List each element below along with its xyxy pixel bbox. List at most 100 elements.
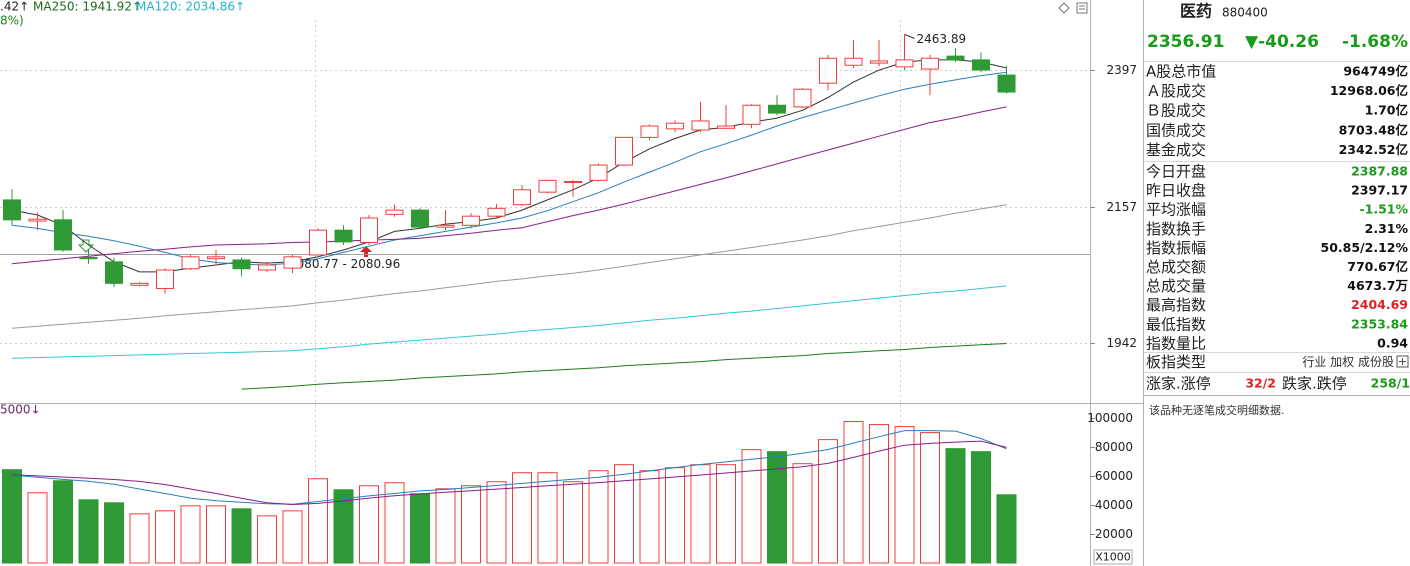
candle-body	[385, 209, 404, 215]
volume-bar	[843, 421, 864, 564]
stat-label: 总成交量	[1146, 277, 1206, 295]
note: 该品种无逐笔成交明细数据.	[1149, 403, 1285, 417]
candle-body	[283, 256, 302, 269]
instrument-name: 医药	[1180, 2, 1212, 21]
volume-bar	[920, 432, 940, 564]
volume-bar	[435, 488, 456, 564]
stat-label: 最高指数	[1146, 296, 1206, 314]
stat-label: 平均涨幅	[1146, 201, 1206, 219]
candle-body	[793, 88, 812, 108]
candle-body	[666, 122, 684, 130]
candle-body	[538, 179, 557, 193]
candle-body	[487, 207, 506, 217]
volume-bar	[78, 499, 99, 564]
y-tick-label: 60000	[1095, 469, 1133, 483]
volume-bar	[869, 424, 889, 564]
volume-bar	[588, 470, 609, 564]
legend-text: 8%)	[0, 14, 24, 28]
volume-bar	[512, 472, 532, 564]
candle-body	[819, 57, 837, 84]
candle-body	[564, 180, 582, 183]
volume-bar	[716, 464, 736, 564]
volume-bar	[741, 449, 762, 564]
y-tick-label: 1942	[1106, 336, 1137, 350]
candle-body	[844, 57, 863, 66]
stat-label: Ａ股成交	[1146, 82, 1206, 100]
candle-body	[946, 55, 965, 61]
volume-bar	[767, 451, 787, 564]
volume-bar	[894, 426, 915, 564]
candle-body	[105, 261, 123, 284]
price: 2356.91	[1147, 32, 1224, 52]
volume-bar	[180, 505, 201, 564]
stat-label: Ｂ股成交	[1146, 102, 1206, 120]
volume-bar	[2, 469, 22, 564]
moving-average-line	[11, 106, 1007, 265]
volume-bar	[945, 448, 966, 564]
y-tick-label: 20000	[1095, 527, 1133, 541]
volume-bar	[792, 463, 813, 564]
volume-bar	[639, 470, 660, 564]
volume-bar	[563, 481, 583, 564]
candle-body	[513, 189, 531, 206]
volume-bar	[537, 472, 558, 564]
stat-value: 2353.84	[1351, 316, 1408, 331]
stat-label: 指数量比	[1146, 334, 1206, 352]
y-tick-label: 40000	[1095, 498, 1133, 512]
moving-average-line	[11, 204, 1007, 329]
legend-text: .42↑	[0, 0, 29, 14]
breadth-down-label: 跌家.跌停	[1282, 375, 1347, 393]
stat-label: 昨日收盘	[1146, 182, 1206, 200]
legend-text: MA250: 1941.92↑	[33, 0, 142, 14]
moving-average-line	[241, 343, 1007, 390]
stat-label: 今日开盘	[1146, 163, 1206, 181]
range-label: 2080.77 - 2080.96	[289, 257, 400, 271]
volume-average-line	[11, 440, 1007, 506]
instrument-code: 880400	[1222, 6, 1268, 20]
candle-body	[3, 199, 21, 221]
candle-body	[411, 209, 429, 228]
stat-value: 1.70亿	[1365, 103, 1408, 118]
y-tick-label: 100000	[1087, 411, 1133, 425]
candle-body	[28, 218, 47, 222]
candle-body	[768, 104, 786, 114]
candle-body	[742, 104, 761, 125]
candle-body	[717, 125, 735, 129]
volume-bar	[282, 510, 303, 564]
candle-body	[54, 219, 72, 251]
volume-bar	[155, 510, 175, 564]
volume-bar	[53, 480, 73, 564]
volume-bar	[129, 513, 150, 564]
moving-average-line	[11, 59, 1007, 273]
volume-bar	[410, 493, 430, 564]
volume-bar	[359, 485, 379, 564]
y-tick-label: 2397	[1106, 63, 1137, 77]
stat-label: A股总市值	[1146, 63, 1216, 81]
volume-bar	[486, 481, 507, 564]
legend-text: MA120: 2034.86↑	[136, 0, 245, 14]
stat-value: 50.85/2.12%	[1321, 240, 1409, 255]
volume-bar	[104, 502, 124, 564]
volume-corner-text: 5000↓	[0, 403, 41, 417]
volume-bar	[27, 492, 48, 564]
breadth-up: 32/2	[1245, 376, 1276, 391]
unit-box	[1093, 549, 1133, 565]
volume-average-line	[11, 430, 1007, 505]
candle-body	[870, 60, 888, 64]
y-tick-label: 2157	[1106, 200, 1137, 214]
stat-value: 770.67亿	[1347, 259, 1408, 274]
stat-value: 8703.48亿	[1339, 122, 1408, 137]
stat-value: 0.94	[1377, 335, 1408, 350]
high-label: 2463.89	[917, 32, 967, 46]
candle-body	[462, 215, 480, 226]
window-icon[interactable]	[1076, 2, 1088, 14]
stat-value: 2404.69	[1351, 297, 1408, 312]
stat-label: 基金成交	[1146, 141, 1206, 159]
candle-body	[615, 136, 633, 166]
volume-bar	[333, 489, 354, 564]
change: ▼-40.26	[1245, 32, 1319, 52]
stat-label: 指数振幅	[1146, 239, 1206, 257]
moving-average-line	[11, 285, 1007, 359]
diamond-icon[interactable]	[1058, 2, 1070, 14]
